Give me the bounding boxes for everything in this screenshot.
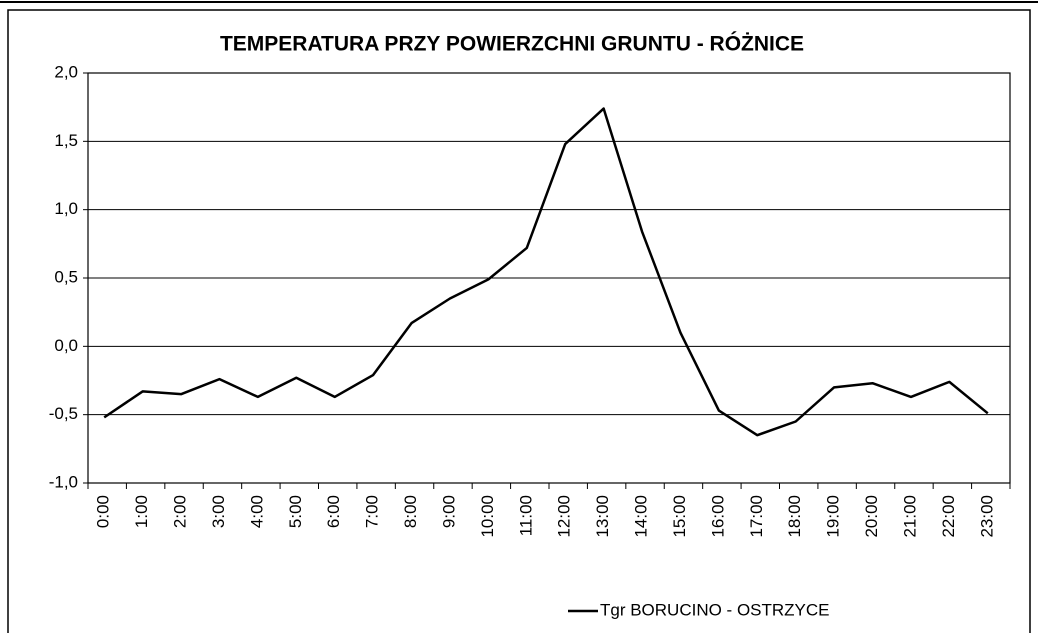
y-tick-label: 1,5 bbox=[54, 131, 78, 150]
x-tick-label: 8:00 bbox=[401, 495, 420, 528]
x-tick-label: 5:00 bbox=[286, 495, 305, 528]
x-tick-label: 22:00 bbox=[939, 495, 958, 538]
y-tick-label: 2,0 bbox=[54, 62, 78, 81]
x-tick-label: 17:00 bbox=[747, 495, 766, 538]
x-tick-label: 21:00 bbox=[900, 495, 919, 538]
y-tick-label: -1,0 bbox=[49, 472, 78, 491]
x-tick-label: 20:00 bbox=[862, 495, 881, 538]
x-tick-label: 1:00 bbox=[132, 495, 151, 528]
chart-title: TEMPERATURA PRZY POWIERZCHNI GRUNTU - RÓ… bbox=[220, 32, 804, 56]
x-tick-label: 3:00 bbox=[209, 495, 228, 528]
x-tick-label: 23:00 bbox=[977, 495, 996, 538]
x-tick-label: 9:00 bbox=[439, 495, 458, 528]
x-tick-label: 14:00 bbox=[632, 495, 651, 538]
x-tick-label: 16:00 bbox=[708, 495, 727, 538]
y-tick-label: 0,5 bbox=[54, 267, 78, 286]
series-line bbox=[103, 107, 989, 437]
x-tick-label: 2:00 bbox=[171, 495, 190, 528]
y-tick-label: -0,5 bbox=[49, 404, 78, 423]
x-tick-label: 11:00 bbox=[516, 495, 535, 536]
x-tick-label: 12:00 bbox=[555, 495, 574, 538]
legend-label: Tgr BORUCINO - OSTRZYCE bbox=[600, 600, 830, 619]
x-tick-label: 15:00 bbox=[670, 495, 689, 538]
x-tick-label: 13:00 bbox=[593, 495, 612, 538]
x-tick-label: 6:00 bbox=[324, 495, 343, 528]
x-tick-label: 4:00 bbox=[247, 495, 266, 528]
x-tick-label: 7:00 bbox=[363, 495, 382, 528]
x-tick-label: 10:00 bbox=[478, 495, 497, 538]
x-tick-label: 19:00 bbox=[824, 495, 843, 538]
x-tick-label: 18:00 bbox=[785, 495, 804, 538]
y-tick-label: 0,0 bbox=[54, 336, 78, 355]
x-tick-label: 0:00 bbox=[94, 495, 113, 528]
y-tick-label: 1,0 bbox=[54, 199, 78, 218]
chart-frame bbox=[7, 9, 1031, 633]
